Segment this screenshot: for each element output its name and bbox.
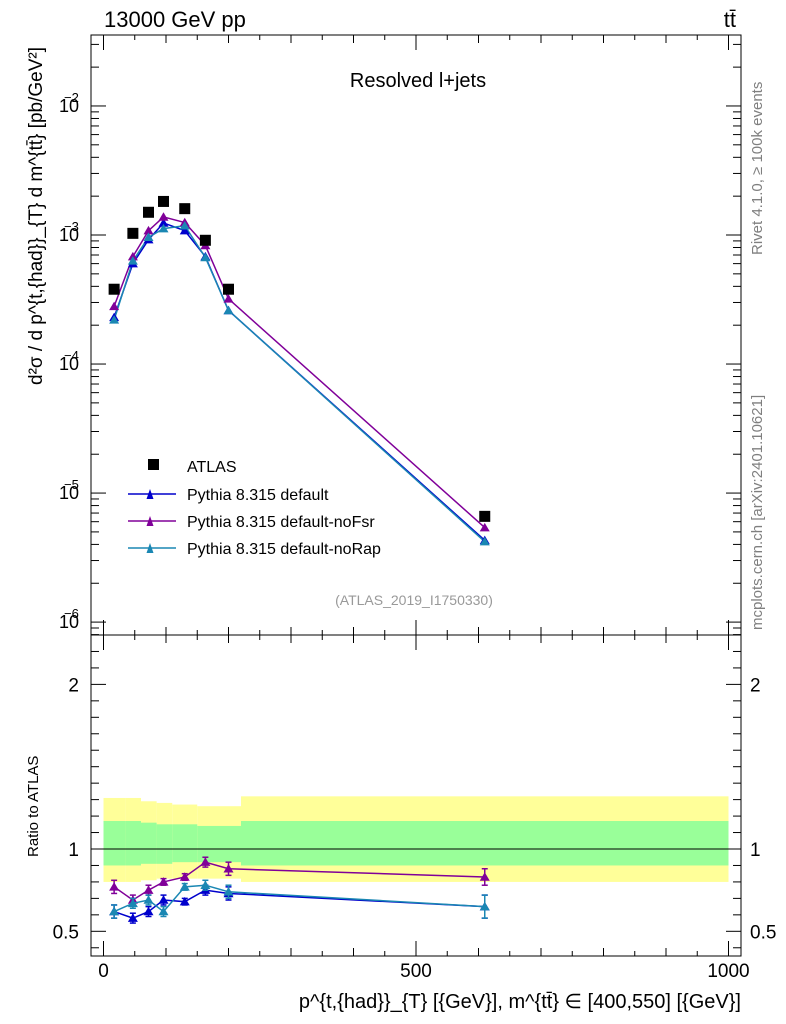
series-3-point (179, 220, 190, 230)
series-3-point (143, 232, 154, 242)
x-tick-label: 500 (400, 961, 432, 982)
atlas-point (199, 234, 211, 246)
ratio-uncertainty-bands (103, 796, 729, 882)
ratio-point (127, 898, 138, 908)
ratio-point (200, 857, 211, 866)
atlas-point (223, 283, 234, 295)
series-2-point (479, 522, 490, 532)
legend-marker-nofsr (146, 516, 154, 526)
ratio-y-tick-label: 0.5 (53, 922, 79, 943)
ratio-point (158, 895, 169, 904)
y-tick-label: 10 (59, 483, 79, 503)
legend-label-nofsr: Pythia 8.315 default-noFsr (187, 514, 375, 531)
ratio-point (179, 882, 190, 891)
ratio-y-tick-label: 2 (68, 675, 79, 696)
y-axis-label: d²σ / d p^{t,{had}}_{T} d m^{tt̄} [pb/Ge… (26, 47, 47, 385)
y-tick-label-exponent: −4 (64, 348, 79, 363)
ratio-line-3 (113, 884, 485, 913)
legend-label-default: Pythia 8.315 default (187, 487, 329, 504)
ratio-point (109, 882, 120, 891)
ratio-point (223, 864, 234, 873)
ratio-point (179, 872, 190, 881)
ratio-point (223, 887, 234, 896)
series-3-point (109, 315, 120, 324)
analysis-tag: (ATLAS_2019_I1750330) (335, 592, 493, 608)
series-2-point (158, 212, 169, 221)
chart-title: Resolved l+jets (350, 70, 486, 92)
y-tick-label: 10 (59, 96, 79, 116)
ratio-line-1 (113, 889, 485, 919)
ratio-point (179, 896, 190, 906)
series-1-point (158, 218, 169, 227)
green-band-segment (241, 821, 729, 866)
green-band-segment (156, 824, 173, 864)
x-axis-label: p^{t,{had}}_{T} [{GeV}], m^{tt̄} ∈ [400,… (299, 991, 741, 1013)
atlas-point (179, 203, 191, 215)
ratio-point (143, 885, 154, 894)
series-3-point (223, 305, 234, 315)
legend-label-atlas: ATLAS (187, 459, 237, 476)
ratio-plot-frame (90, 634, 742, 957)
green-band-segment (141, 822, 157, 864)
series-line-2 (113, 216, 486, 529)
atlas-point (158, 195, 169, 207)
axis-ticks: 10−210−310−410−510−60.5 0.51 12 20 500 1000 (53, 35, 776, 982)
series-2-point (223, 294, 234, 303)
legend: ATLAS Pythia 8.315 default Pythia 8.315 … (128, 459, 381, 558)
y-tick-label: 10 (59, 225, 79, 245)
green-band-segment (172, 824, 198, 863)
ratio-y-tick-label-right: 0.5 (750, 922, 776, 943)
green-band-segment (103, 821, 126, 866)
legend-marker-norap (146, 543, 154, 553)
legend-marker-atlas (148, 459, 159, 470)
series-2-point (143, 225, 154, 235)
x-tick-label: 0 (98, 961, 109, 982)
y-tick-label-exponent: −6 (64, 606, 79, 621)
ratio-y-axis-label: Ratio to ATLAS (25, 756, 42, 857)
series-3-point (127, 256, 138, 265)
ratio-point (127, 913, 138, 922)
legend-marker-default (146, 489, 154, 499)
series-1-point (179, 225, 190, 235)
ratio-point (143, 906, 154, 916)
x-tick-label: 1000 (707, 961, 749, 982)
atlas-point (479, 510, 491, 522)
ratio-point (143, 895, 154, 904)
ratio-point (479, 901, 490, 911)
ratio-point (158, 906, 169, 916)
y-tick-label-exponent: −5 (64, 477, 79, 492)
series-3-point (200, 252, 211, 262)
series-2-point (127, 251, 138, 261)
green-band-segment (216, 825, 241, 863)
source-label: mcplots.cern.ch [arXiv:2401.10621] (749, 395, 766, 630)
energy-label: 13000 GeV pp (104, 7, 246, 32)
ratio-point (158, 877, 169, 886)
atlas-point (143, 206, 154, 218)
ratio-y-tick-label-right: 2 (750, 675, 761, 696)
ratio-series (109, 856, 490, 924)
y-tick-label: 10 (59, 354, 79, 374)
ratio-point (479, 872, 490, 881)
process-label: tt̄ (724, 7, 736, 32)
series-3-point (158, 223, 169, 233)
ratio-point (200, 880, 211, 889)
ratio-y-tick-label-right: 1 (750, 840, 761, 861)
y-tick-label-exponent: −3 (64, 219, 79, 234)
series-2-point (109, 301, 120, 311)
legend-label-norap: Pythia 8.315 default-noRap (187, 541, 381, 558)
y-tick-label: 10 (59, 612, 79, 632)
ratio-point (109, 906, 120, 916)
ratio-y-tick-label: 1 (68, 840, 79, 861)
green-band-segment (125, 821, 141, 866)
series-points (108, 195, 491, 546)
atlas-point (108, 283, 120, 295)
atlas-point (127, 227, 139, 239)
green-band-segment (197, 825, 216, 863)
rivet-version-label: Rivet 4.1.0, ≥ 100k events (749, 82, 766, 255)
series-3-point (479, 536, 490, 546)
y-tick-label-exponent: −2 (64, 90, 79, 105)
